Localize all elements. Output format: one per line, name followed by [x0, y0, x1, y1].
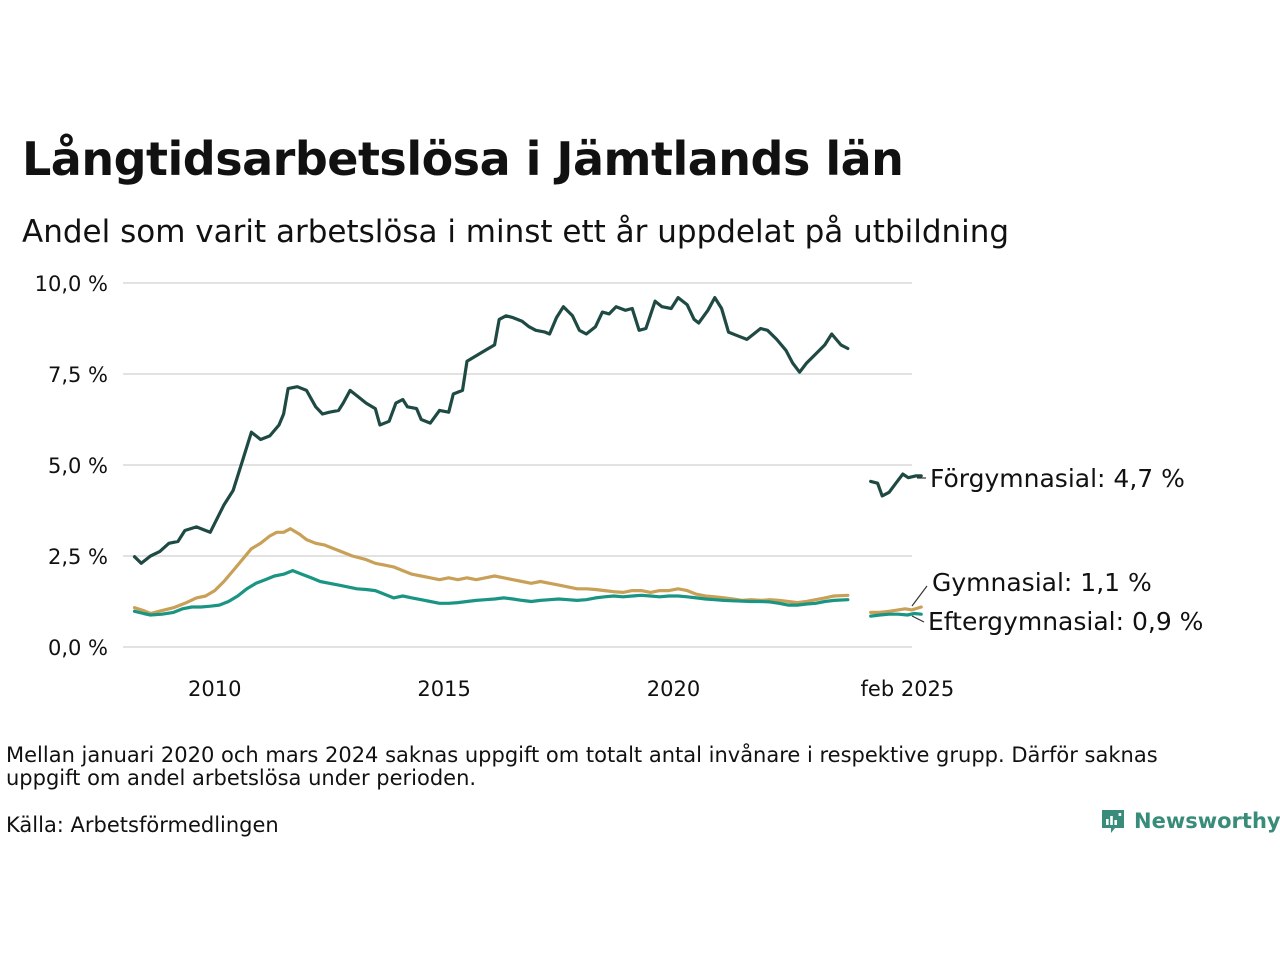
- label-leader-line: [911, 615, 925, 623]
- y-axis-ticks: 0,0 % 2,5 % 5,0 % 7,5 % 10,0 %: [35, 272, 108, 660]
- series-line-gymnasial: [869, 605, 923, 614]
- y-tick-label: 10,0 %: [35, 272, 108, 296]
- y-tick-label: 2,5 %: [48, 545, 108, 569]
- footnote: Mellan januari 2020 och mars 2024 saknas…: [6, 743, 1158, 790]
- label-leader-line: [911, 585, 928, 607]
- x-axis-ticks: 2010 2015 2020 feb 2025: [188, 677, 954, 701]
- chart-subtitle: Andel som varit arbetslösa i minst ett å…: [22, 214, 1010, 250]
- x-tick-label: 2020: [647, 677, 700, 701]
- series-line-förgymnasial: [132, 296, 850, 565]
- x-tick-label: 2010: [188, 677, 241, 701]
- y-tick-label: 5,0 %: [48, 454, 108, 478]
- brand-logo[interactable]: Newsworthy: [1100, 808, 1280, 834]
- series-end-label: Gymnasial: 1,1 %: [932, 568, 1152, 597]
- y-tick-label: 0,0 %: [48, 636, 108, 660]
- line-chart: 0,0 % 2,5 % 5,0 % 7,5 % 10,0 % 2010 2015 2020 f…: [35, 272, 1204, 701]
- x-tick-label: feb 2025: [861, 677, 955, 701]
- y-tick-label: 7,5 %: [48, 363, 108, 387]
- x-tick-label: 2015: [417, 677, 470, 701]
- series-line-förgymnasial: [869, 472, 923, 498]
- chart-title: Långtidsarbetslösa i Jämtlands län: [22, 132, 904, 186]
- series-end-label: Förgymnasial: 4,7 %: [930, 464, 1185, 493]
- newsworthy-icon: [1102, 810, 1124, 833]
- series-line-gymnasial: [132, 527, 850, 616]
- gridlines: [123, 282, 912, 648]
- series-lines: [132, 296, 923, 618]
- series-line-eftergymnasial: [869, 611, 923, 618]
- series-end-label: Eftergymnasial: 0,9 %: [928, 607, 1203, 636]
- series-end-labels: Förgymnasial: 4,7 % Gymnasial: 1,1 % Efter…: [911, 464, 1203, 636]
- brand-name: Newsworthy: [1134, 809, 1280, 833]
- source-text: Källa: Arbetsförmedlingen: [6, 813, 279, 837]
- series-line-eftergymnasial: [132, 569, 850, 617]
